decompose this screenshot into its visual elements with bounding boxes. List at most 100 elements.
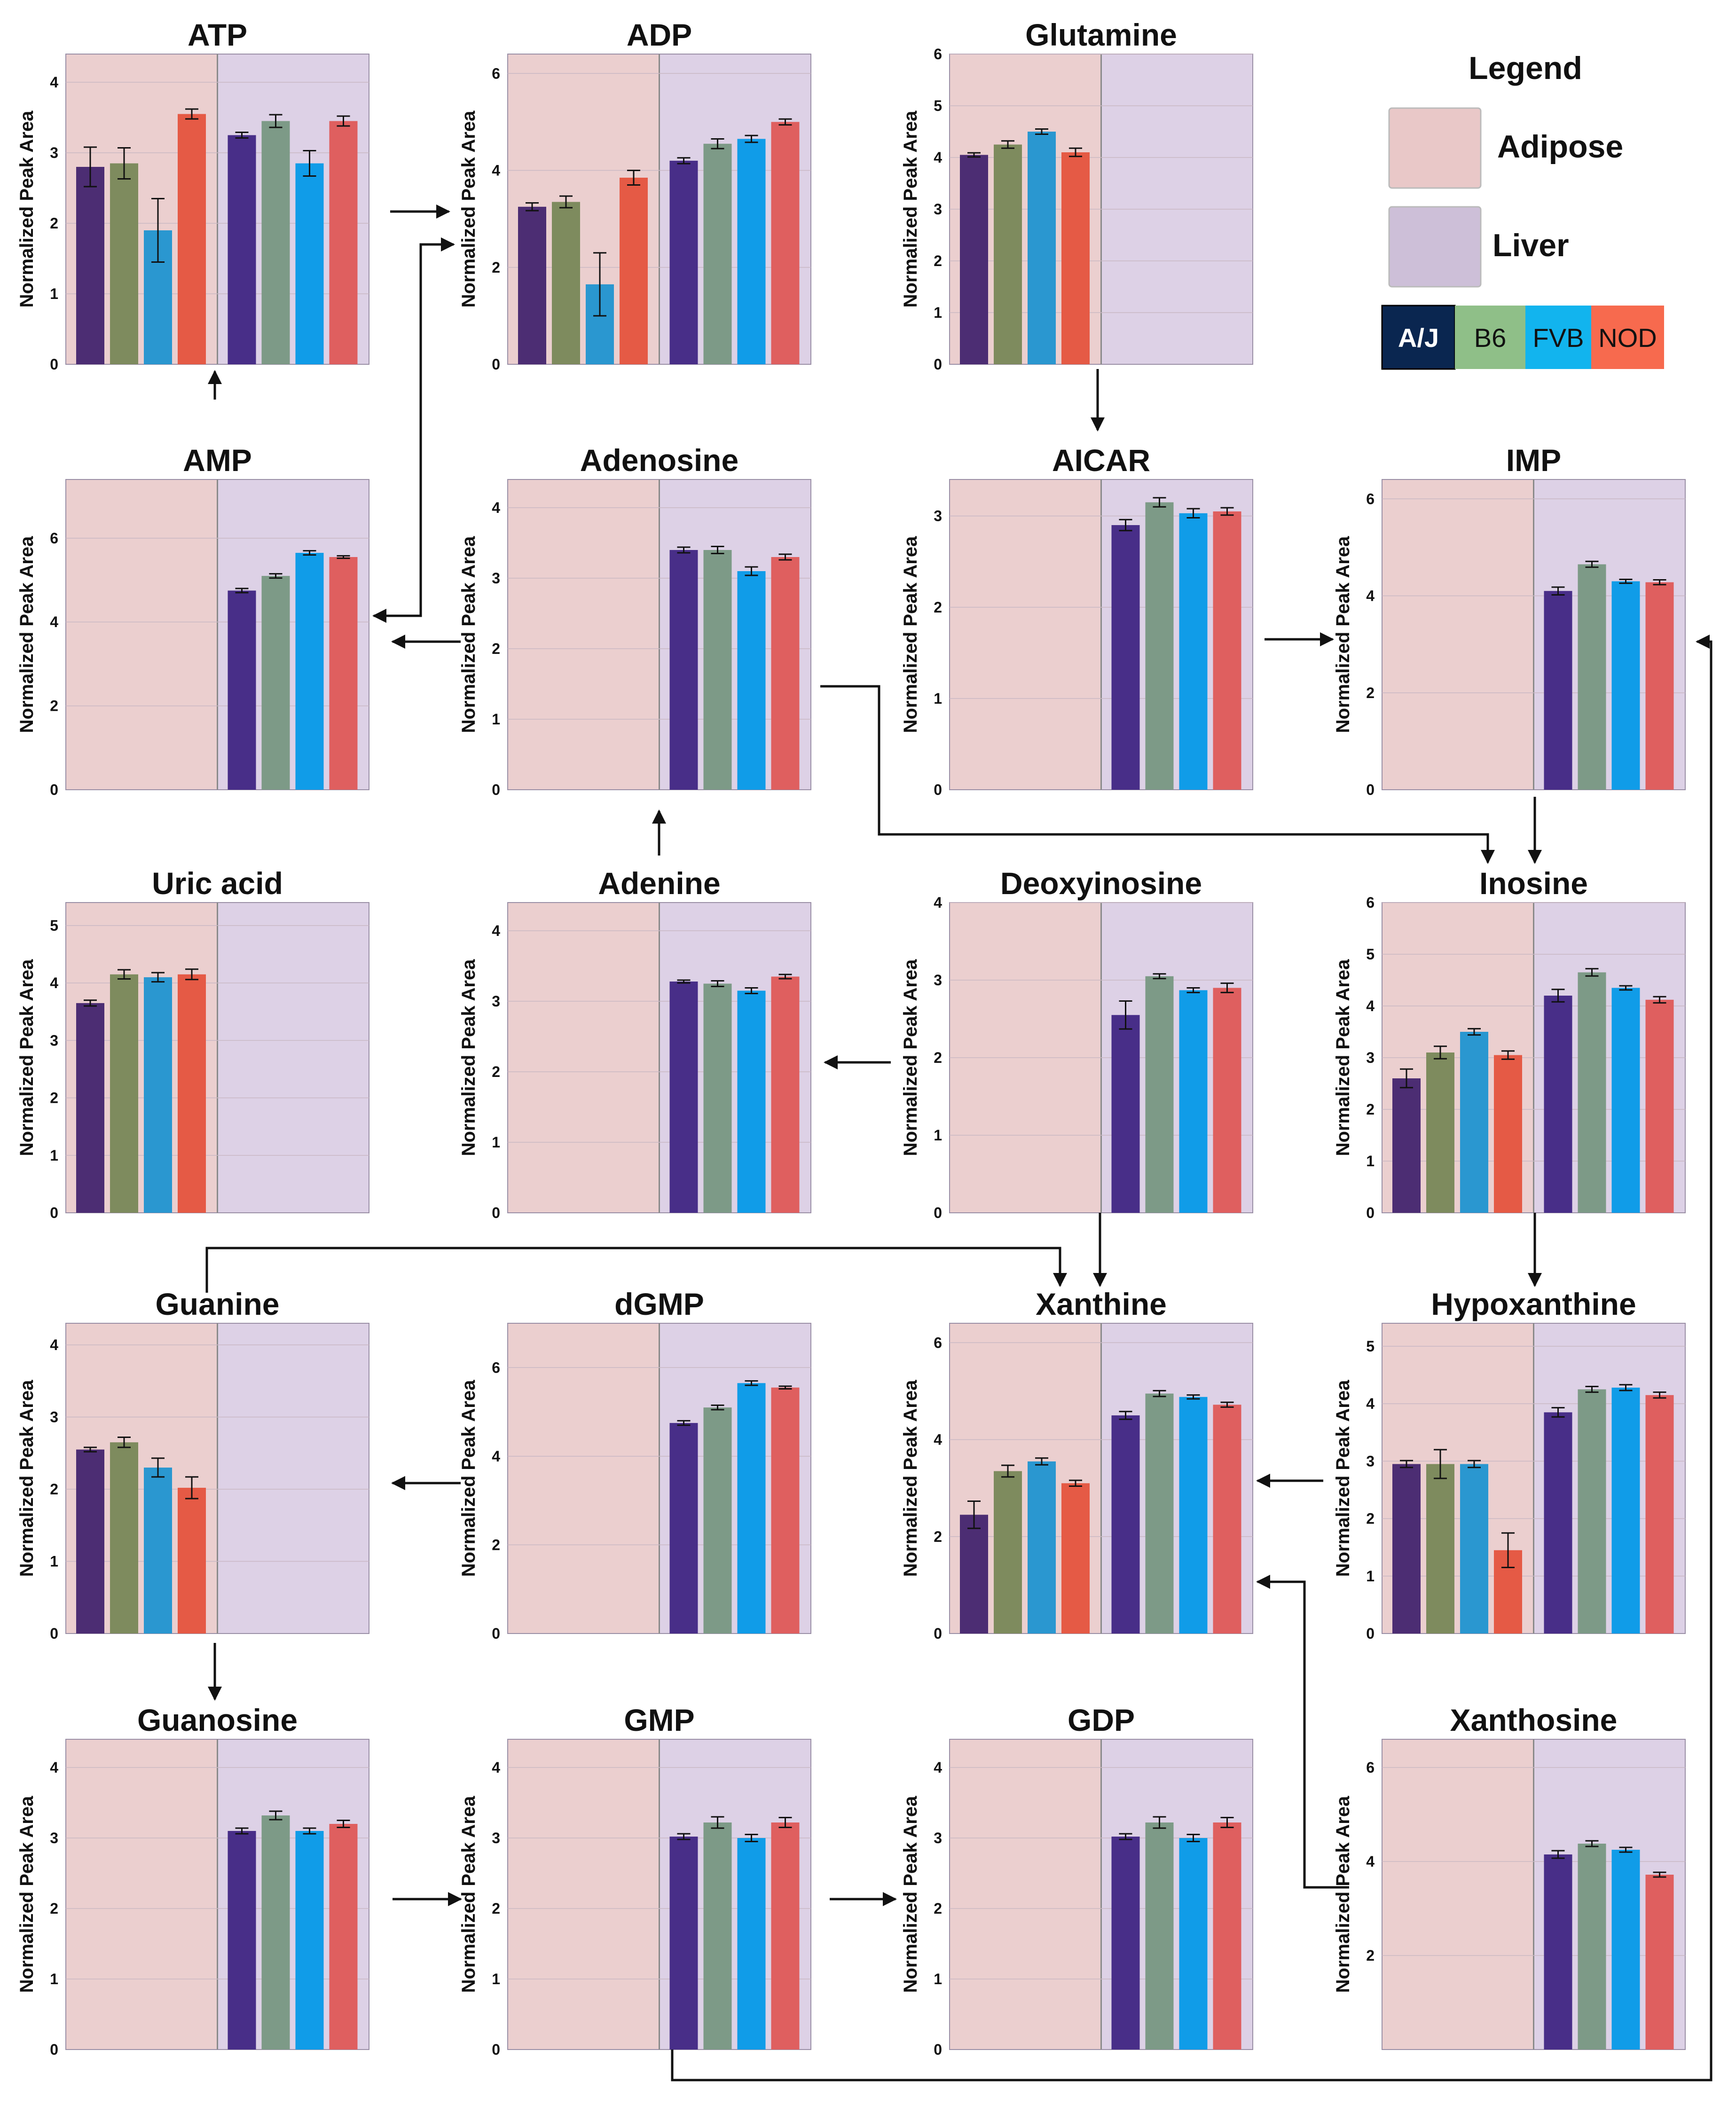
legend-swatch-nod <box>1591 306 1664 369</box>
bar-liver-fvb <box>1179 990 1208 1213</box>
bar-liver-nod <box>1213 988 1241 1213</box>
bar-liver-a-j <box>1544 591 1572 790</box>
bar-liver-a-j <box>669 1837 698 2050</box>
y-tick-label: 2 <box>50 1900 58 1917</box>
bar-liver-b6 <box>1145 1822 1174 2050</box>
y-tick-label: 1 <box>934 1971 942 1987</box>
adipose-region <box>66 479 218 790</box>
panel-aicar: AICAR 0 1 2 3 Normalized Peak Area <box>900 443 1253 798</box>
bar-liver-fvb <box>1611 988 1640 1213</box>
y-tick-label: 1 <box>50 1971 58 1987</box>
bar-liver-a-j <box>1111 1415 1140 1634</box>
y-tick-label: 6 <box>1366 1759 1375 1776</box>
arrow-amp-to-adp <box>419 237 455 616</box>
y-axis-label: Normalized Peak Area <box>900 536 921 733</box>
panel-adenine: Adenine 0 1 2 3 4 Normalized Peak Area <box>458 866 811 1221</box>
panel-title: GDP <box>1068 1703 1135 1737</box>
adipose-region <box>950 479 1101 790</box>
bar-liver-b6 <box>1578 972 1606 1213</box>
bar-liver-nod <box>771 1822 800 2050</box>
adipose-region <box>508 1323 660 1634</box>
bar-liver-b6 <box>1578 1844 1606 2050</box>
bar-adipose-nod <box>178 974 206 1213</box>
y-axis-label: Normalized Peak Area <box>458 1380 479 1577</box>
bar-adipose-a-j <box>76 1449 104 1634</box>
bar-liver-nod <box>1213 1822 1241 2050</box>
panel-guanosine: Guanosine 0 1 2 3 4 Normalized Peak Area <box>16 1703 369 2058</box>
panel-title: AICAR <box>1052 443 1150 478</box>
bar-adipose-a-j <box>76 167 104 364</box>
y-tick-label: 3 <box>1366 1049 1375 1066</box>
y-tick-label: 6 <box>492 1359 500 1376</box>
y-tick-label: 0 <box>934 1625 942 1642</box>
bar-liver-a-j <box>228 590 256 790</box>
y-tick-label: 0 <box>934 1204 942 1221</box>
panel-title: Adenine <box>598 866 720 901</box>
panel-glutamine: Glutamine 0 1 2 3 4 5 6 Normalized Peak Area <box>900 17 1253 373</box>
y-tick-label: 2 <box>934 599 942 616</box>
y-tick-label: 3 <box>934 201 942 218</box>
panel-title: Glutamine <box>1025 17 1177 52</box>
y-tick-label: 0 <box>934 781 942 798</box>
y-tick-label: 4 <box>934 1431 942 1448</box>
bar-liver-a-j <box>1111 525 1140 790</box>
panel-title: Adenosine <box>580 443 738 478</box>
arrow-xanthosine-to-xanthine <box>1256 1575 1349 1889</box>
bar-adipose-b6 <box>994 1471 1022 1634</box>
bar-adipose-nod <box>620 177 648 364</box>
bar-liver-a-j <box>669 160 698 364</box>
legend-label-fvb: FVB <box>1533 323 1584 353</box>
panel-title: Xanthine <box>1036 1287 1167 1321</box>
y-tick-label: 2 <box>50 215 58 232</box>
panel-title: Inosine <box>1479 866 1588 901</box>
legend-swatch-b6 <box>1455 306 1525 369</box>
y-tick-label: 4 <box>50 74 58 91</box>
bar-adipose-fvb <box>1460 1464 1488 1634</box>
pathway-arrows <box>205 204 1712 2081</box>
bar-adipose-nod <box>178 1487 206 1634</box>
adipose-region <box>1382 479 1534 790</box>
y-tick-label: 4 <box>492 922 500 939</box>
bar-liver-nod <box>1213 1405 1241 1634</box>
panel-dgmp: dGMP 0 2 4 6 Normalized Peak Area <box>458 1287 811 1642</box>
y-tick-label: 0 <box>492 356 500 373</box>
bar-adipose-b6 <box>1426 1464 1454 1634</box>
y-tick-label: 6 <box>1366 894 1375 911</box>
y-tick-label: 0 <box>50 2041 58 2058</box>
legend-adipose-label: Adipose <box>1497 129 1623 165</box>
bar-liver-nod <box>771 1387 800 1634</box>
bar-liver-b6 <box>1578 564 1606 790</box>
y-tick-label: 2 <box>1366 684 1375 701</box>
y-tick-label: 4 <box>50 1336 58 1353</box>
y-tick-label: 1 <box>50 1553 58 1570</box>
bar-liver-fvb <box>737 139 766 364</box>
y-tick-label: 3 <box>50 144 58 161</box>
y-tick-label: 1 <box>934 1127 942 1144</box>
panel-title: Guanine <box>155 1287 279 1321</box>
y-tick-label: 2 <box>1366 1947 1375 1964</box>
y-tick-label: 4 <box>50 613 58 630</box>
y-tick-label: 3 <box>50 1032 58 1049</box>
bar-liver-b6 <box>261 576 290 790</box>
y-tick-label: 0 <box>1366 781 1375 798</box>
bar-adipose-b6 <box>552 202 580 364</box>
y-axis-label: Normalized Peak Area <box>16 1380 37 1577</box>
bar-liver-a-j <box>669 1423 698 1634</box>
bar-liver-b6 <box>1145 1393 1174 1634</box>
adipose-region <box>508 903 660 1213</box>
panel-xanthine: Xanthine 0 2 4 6 Normalized Peak Area <box>900 1287 1253 1642</box>
arrow-guanine-to-xanthine <box>205 1247 1067 1293</box>
panel-title: IMP <box>1506 443 1561 478</box>
bar-liver-b6 <box>261 121 290 364</box>
bar-liver-a-j <box>1544 1412 1572 1634</box>
y-tick-label: 2 <box>50 698 58 715</box>
bar-adipose-b6 <box>1426 1052 1454 1213</box>
y-tick-label: 2 <box>50 1481 58 1498</box>
y-tick-label: 3 <box>50 1830 58 1846</box>
arrow-adenosine-to-inosine <box>820 685 1495 864</box>
legend: Legend Adipose Liver A/J B6 FVB NOD <box>1381 50 1664 370</box>
panel-gdp: GDP 0 1 2 3 4 Normalized Peak Area <box>900 1703 1253 2058</box>
bar-liver-fvb <box>737 1383 766 1634</box>
panel-uric-acid: Uric acid 0 1 2 3 4 5 Normalized Peak Area <box>16 866 369 1221</box>
panel-hypoxanthine: Hypoxanthine 0 1 2 3 4 5 Normalized Peak Area <box>1333 1287 1686 1642</box>
